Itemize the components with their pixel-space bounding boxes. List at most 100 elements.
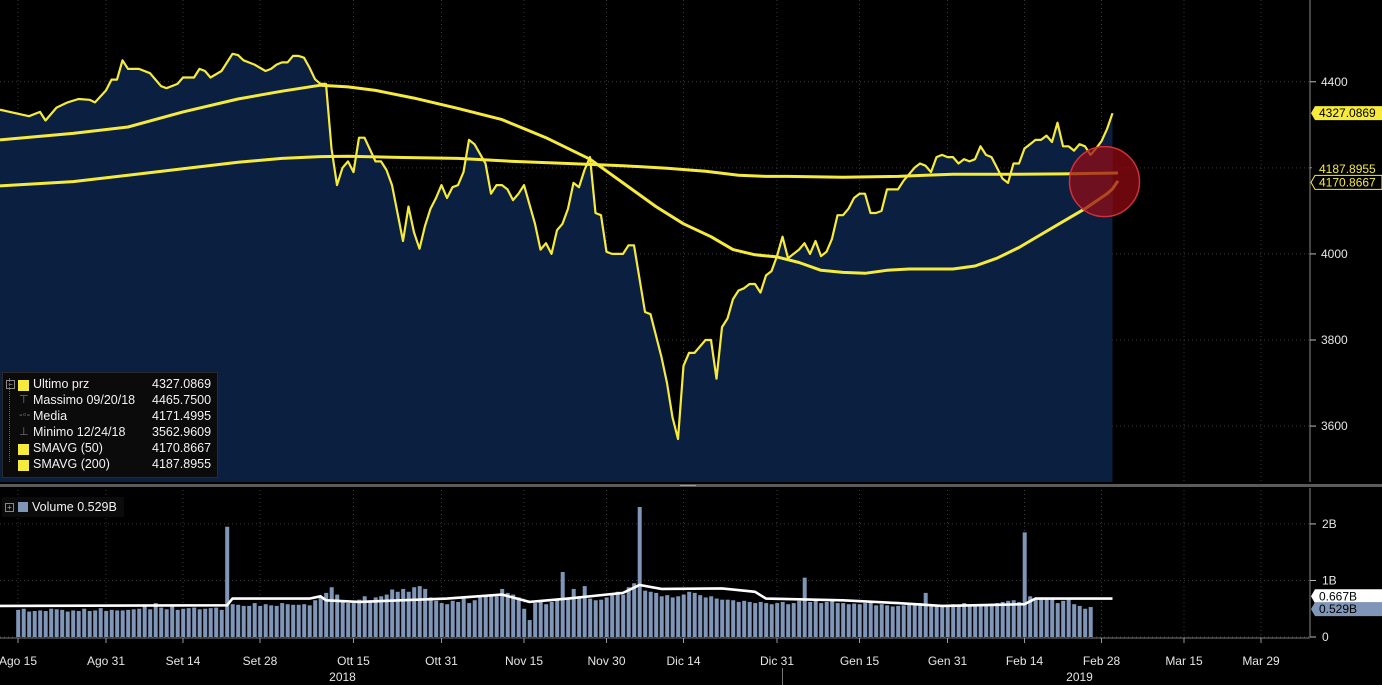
volume-bar [868, 601, 873, 637]
volume-bar [401, 588, 406, 637]
y-tick-label: 1B [1322, 573, 1337, 587]
volume-bar [659, 596, 664, 637]
volume-bar [1017, 601, 1022, 637]
volume-bar [516, 597, 521, 637]
volume-bar [159, 607, 164, 637]
volume-bar [725, 599, 730, 637]
volume-bar [412, 587, 417, 637]
legend-label: SMAVG (50) [33, 441, 103, 455]
volume-bar [786, 604, 791, 637]
volume-bar [720, 599, 725, 637]
volume-bar [885, 605, 890, 637]
x-tick-label: Ago 31 [87, 654, 125, 668]
volume-bar [439, 603, 444, 637]
legend-row-sma200: SMAVG (200) 4187.8955 [3, 457, 217, 473]
volume-bar [764, 603, 769, 637]
volume-avg-line [0, 583, 1113, 608]
volume-bar [313, 600, 318, 637]
x-tick-label: Ago 15 [0, 654, 37, 668]
volume-bar [989, 603, 994, 637]
volume-bar [681, 594, 686, 637]
volume-bar [995, 603, 1000, 637]
volume-bar [357, 599, 362, 637]
volume-axis-tag-bg [1311, 602, 1382, 617]
expand-icon[interactable]: + [5, 503, 14, 512]
volume-bar [16, 609, 21, 637]
volume-bar [109, 609, 114, 637]
volume-bar [489, 596, 494, 637]
volume-bar [351, 603, 356, 637]
volume-bar [610, 594, 615, 637]
volume-bar [192, 607, 197, 637]
volume-bar [236, 604, 241, 637]
volume-bar [753, 603, 758, 637]
volume-bar [269, 605, 274, 637]
volume-bar [329, 587, 334, 637]
volume-bar [874, 605, 879, 637]
volume-bar [533, 603, 538, 637]
volume-bar [835, 603, 840, 637]
x-tick-label: Feb 28 [1083, 654, 1121, 668]
volume-bar [225, 526, 230, 637]
legend-value: 3562.9609 [152, 425, 212, 439]
volume-bar [907, 603, 912, 637]
y-tick-label: 2B [1322, 517, 1337, 531]
volume-bar [780, 601, 785, 637]
volume-panel: 0 1B 2B [0, 488, 1337, 644]
max-marker-icon: ⊤ [19, 394, 29, 406]
volume-bar [32, 610, 37, 637]
volume-bar [527, 620, 532, 637]
volume-bar [934, 605, 939, 637]
blue-square-icon [18, 502, 28, 512]
price-panel: 3600 3800 4000 4400 [0, 0, 1348, 482]
volume-bar [577, 596, 582, 637]
volume-bar [104, 610, 109, 637]
legend-label: Ultimo prz [33, 377, 90, 391]
volume-bar [247, 605, 252, 637]
legend-value: 4465.7500 [152, 393, 212, 407]
volume-bar [830, 599, 835, 637]
volume-bar [324, 592, 329, 637]
volume-bar [373, 597, 378, 637]
price-area-fill [0, 53, 1113, 482]
sma50-axis-tag: 4170.8667 [1310, 174, 1382, 190]
sma50-axis-tag-text: 4170.8667 [1319, 175, 1376, 189]
volume-bar [703, 597, 708, 637]
volume-bar [362, 596, 367, 637]
volume-bar [434, 600, 439, 637]
volume-bar [731, 600, 736, 637]
volume-bar [472, 600, 477, 637]
volume-bar [384, 594, 389, 637]
volume-bar [896, 605, 901, 637]
sma200-axis-tag: 4187.8955 [1311, 162, 1382, 177]
volume-bar [956, 605, 961, 637]
volume-bar [291, 604, 296, 637]
volume-bar [395, 591, 400, 637]
volume-bar [714, 598, 719, 637]
volume-bar [1066, 599, 1071, 637]
x-tick-label: Dic 31 [760, 654, 794, 668]
volume-bar [511, 594, 516, 637]
collapse-icon[interactable]: − [6, 380, 15, 389]
volume-bar [863, 603, 868, 637]
price-line [0, 52, 1114, 441]
legend-label: SMAVG (200) [33, 457, 110, 471]
volume-bar [604, 597, 609, 637]
volume-bar [115, 610, 120, 637]
volume-bar [1039, 597, 1044, 637]
volume-bar [450, 600, 455, 637]
volume-bar [1077, 605, 1082, 637]
volume-bar [208, 608, 213, 637]
legend-label: Minimo 12/24/18 [33, 425, 126, 439]
sma50-line [0, 83, 1120, 275]
volume-bar [93, 610, 98, 637]
volume-bar [478, 597, 483, 637]
yellow-square-icon [18, 460, 29, 471]
highlight-circle [1068, 145, 1141, 218]
volume-avg-axis-tag-text: 0.667B [1319, 589, 1357, 603]
volume-bar [637, 506, 642, 637]
last-price-axis-tag: 4327.0869 [1311, 106, 1382, 121]
volume-bar [120, 610, 125, 637]
legend-value: 4187.8955 [152, 457, 212, 471]
volume-bar [170, 605, 175, 637]
